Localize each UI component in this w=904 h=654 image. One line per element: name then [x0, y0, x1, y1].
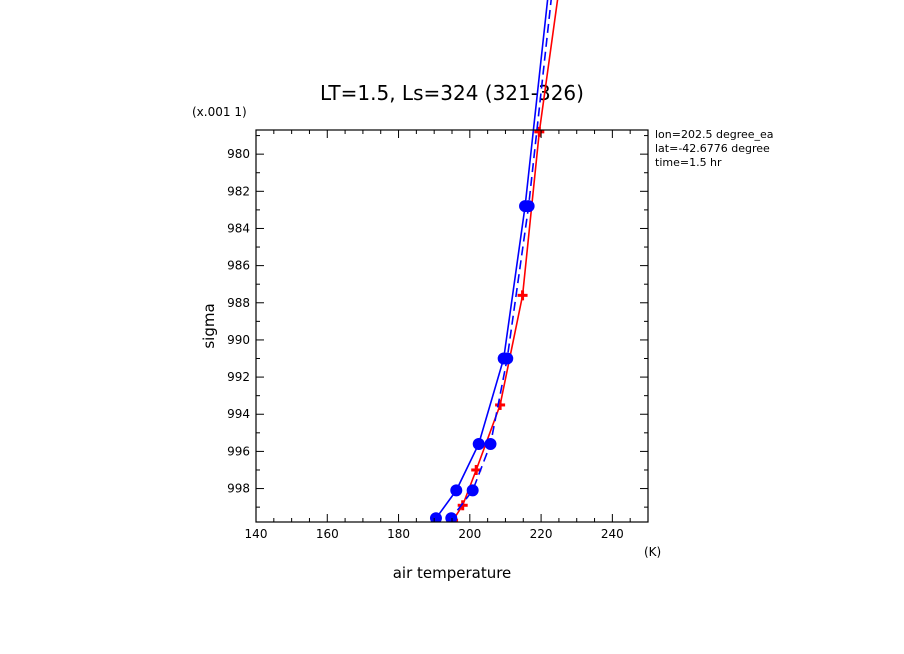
series-line-2 — [450, 0, 552, 519]
metadata-block: lon=202.5 degree_ea lat=-42.6776 degree … — [655, 128, 774, 169]
series-layer — [429, 0, 559, 522]
series-0-point — [471, 464, 482, 475]
series-2-point — [445, 512, 458, 522]
time-annotation: time=1.5 hr — [655, 156, 722, 169]
y-axis: 980 982 984 986 988 990 992 994 996 998 — [227, 135, 648, 508]
y-tick-label: 992 — [227, 370, 250, 384]
y-scale-note: (x.001 1) — [192, 105, 247, 119]
x-tick-label: 220 — [530, 527, 553, 541]
y-tick-label: 980 — [227, 147, 250, 161]
series-2-point — [522, 200, 535, 213]
y-tick-label: 984 — [227, 221, 250, 235]
series-2-point — [484, 437, 497, 450]
series-line-1 — [435, 0, 549, 519]
series-2-point — [466, 484, 479, 497]
y-axis-label: sigma — [200, 303, 218, 348]
y-tick-label: 998 — [227, 482, 250, 496]
series-0-point — [495, 399, 506, 410]
y-tick-label: 990 — [227, 333, 250, 347]
series-0-point — [457, 500, 468, 511]
x-axis-label: air temperature — [393, 564, 512, 582]
x-units-label: (K) — [644, 545, 661, 559]
x-tick-label: 180 — [387, 527, 410, 541]
y-tick-label: 982 — [227, 184, 250, 198]
lon-annotation: lon=202.5 degree_ea — [655, 128, 774, 141]
y-tick-label: 994 — [227, 407, 250, 421]
y-tick-label: 988 — [227, 296, 250, 310]
series-line-0 — [452, 0, 559, 521]
series-1-point — [450, 484, 463, 497]
plot-frame — [255, 129, 649, 523]
x-tick-label: 200 — [458, 527, 481, 541]
lat-annotation: lat=-42.6776 degree — [655, 142, 770, 155]
x-axis: 140 160 180 200 220 240 — [245, 130, 631, 541]
x-tick-label: 140 — [245, 527, 268, 541]
series-1-point — [429, 512, 442, 522]
series-0-point — [517, 290, 528, 301]
x-tick-label: 160 — [316, 527, 339, 541]
y-tick-label: 996 — [227, 444, 250, 458]
series-0-point — [534, 126, 545, 137]
y-tick-label: 986 — [227, 259, 250, 273]
x-tick-label: 240 — [601, 527, 624, 541]
series-2-point — [501, 352, 514, 365]
series-1-point — [472, 437, 485, 450]
